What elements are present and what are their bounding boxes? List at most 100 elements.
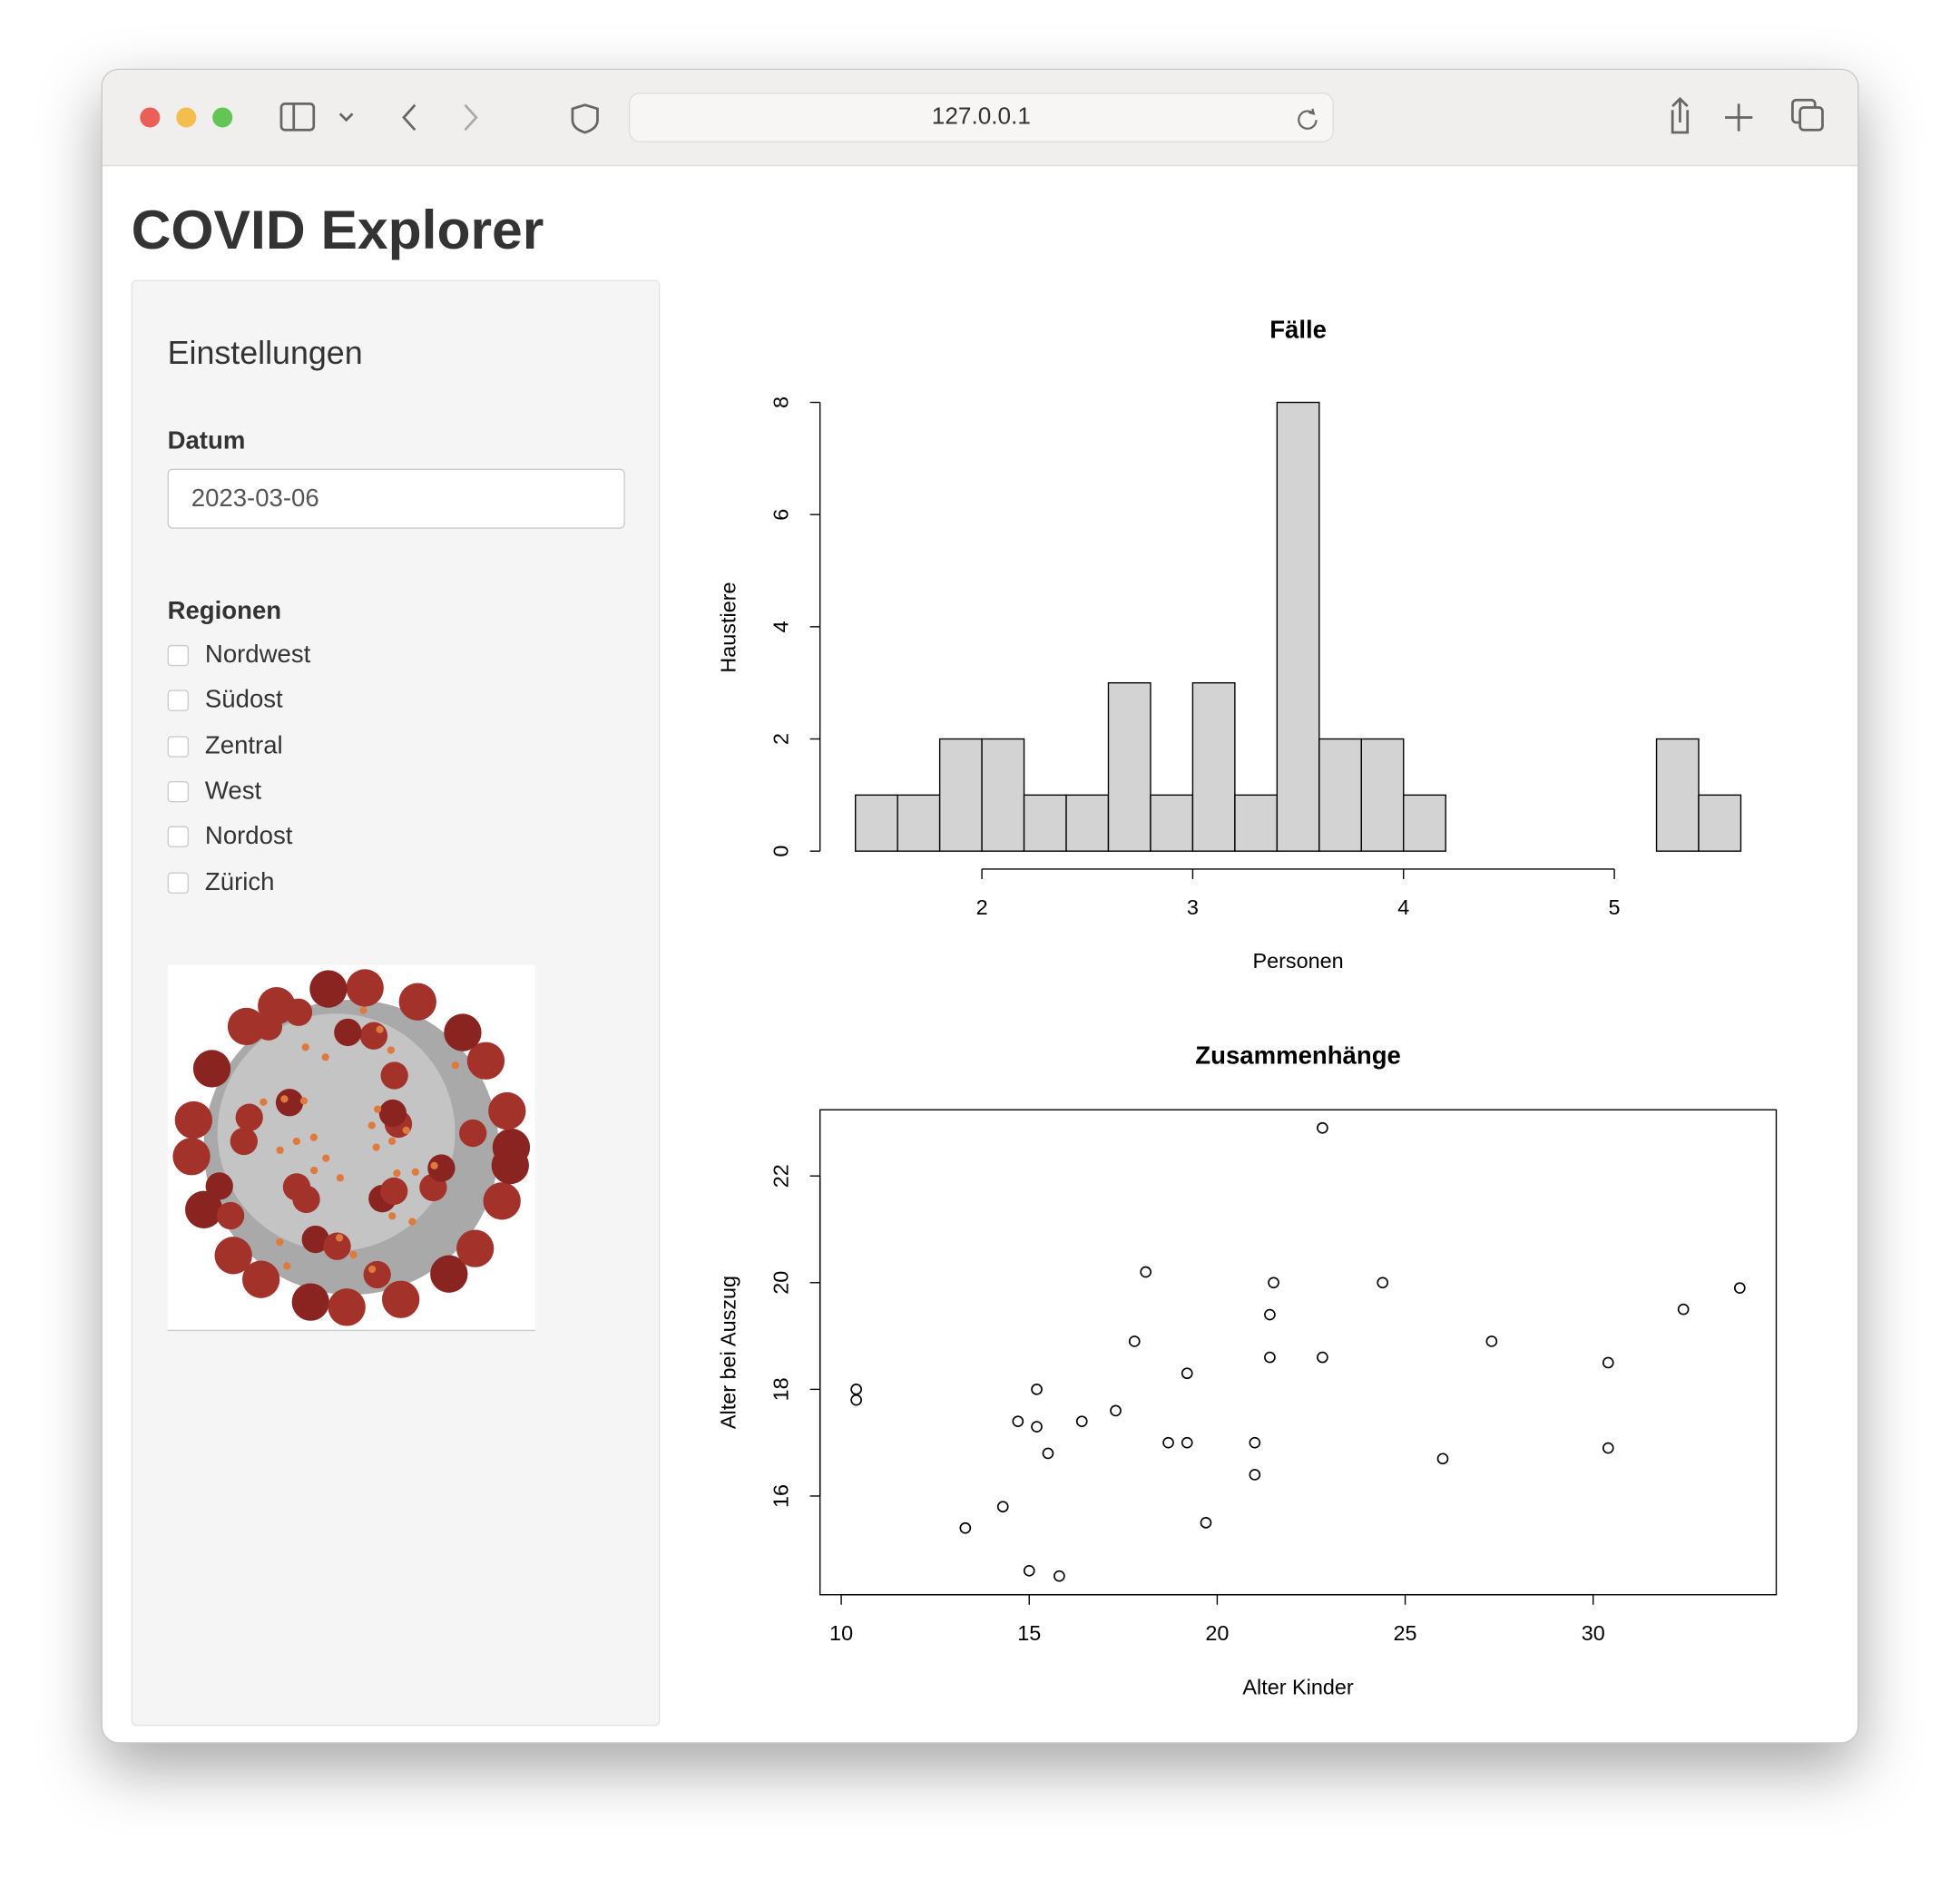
point	[850, 1394, 862, 1406]
point	[1436, 1453, 1449, 1465]
bar	[1318, 738, 1362, 852]
spike	[174, 1100, 213, 1140]
x-tick-label: 25	[1394, 1621, 1417, 1645]
dot	[310, 1166, 318, 1175]
share-button[interactable]	[1671, 96, 1690, 134]
region-checkbox[interactable]	[167, 871, 190, 894]
dot	[408, 1218, 416, 1226]
spike	[381, 1280, 420, 1318]
region-label: Nordwest	[204, 641, 311, 669]
bar	[1403, 794, 1446, 852]
dot	[283, 1262, 291, 1270]
region-option: West	[167, 777, 262, 807]
spike	[235, 1103, 263, 1131]
close-button[interactable]	[140, 107, 161, 128]
point	[1264, 1308, 1276, 1321]
bar	[981, 738, 1025, 852]
spike	[216, 1201, 245, 1230]
region-label: West	[204, 777, 262, 805]
point	[1023, 1564, 1035, 1577]
sidebar-heading: Einstellungen	[167, 333, 363, 372]
point	[1317, 1351, 1328, 1364]
dot	[280, 1095, 289, 1103]
dot	[368, 1265, 377, 1274]
spike	[230, 1127, 258, 1156]
y-tick-label: 4	[769, 621, 793, 632]
x-tick-label: 30	[1582, 1621, 1605, 1645]
region-checkbox[interactable]	[167, 826, 190, 848]
x-axis-label: Alter Kinder	[1242, 1675, 1353, 1698]
point	[1128, 1335, 1141, 1347]
bar	[1360, 738, 1405, 852]
bar	[1065, 794, 1110, 852]
spike	[380, 1061, 408, 1090]
point	[996, 1501, 1009, 1513]
dot	[322, 1154, 330, 1162]
shield-icon[interactable]	[571, 103, 599, 134]
point	[1031, 1384, 1043, 1395]
point	[1733, 1282, 1746, 1294]
region-option: Nordwest	[167, 641, 311, 670]
point	[1200, 1517, 1212, 1529]
spike	[456, 1229, 495, 1267]
x-axis-label: Personen	[1252, 949, 1343, 973]
point	[1485, 1335, 1498, 1347]
spike	[378, 1099, 407, 1128]
y-axis-label: Alter bei Auszug	[717, 1276, 740, 1429]
x-tick-label: 20	[1205, 1621, 1229, 1645]
region-label: Südost	[204, 686, 283, 714]
back-button[interactable]	[402, 103, 416, 132]
region-checkbox[interactable]	[167, 644, 190, 667]
reload-button[interactable]	[1295, 106, 1320, 132]
virus	[172, 969, 531, 1326]
date-input[interactable]: 2023-03-06	[167, 468, 625, 529]
dot	[451, 1061, 460, 1070]
y-tick-label: 8	[769, 396, 793, 408]
new-tab-button[interactable]	[1725, 103, 1753, 132]
bar	[897, 794, 941, 852]
address-bar[interactable]: 127.0.0.1	[628, 92, 1334, 143]
bar	[1191, 681, 1236, 852]
plot-box	[818, 1109, 1778, 1596]
y-tick-label: 6	[769, 509, 793, 521]
dot	[376, 1025, 384, 1033]
bar	[855, 794, 898, 852]
spike	[284, 998, 313, 1026]
x-tick-label: 3	[1187, 895, 1199, 919]
spike	[291, 1283, 329, 1321]
tabs-button-front	[1798, 106, 1824, 132]
spike	[444, 1013, 482, 1051]
region-checkbox[interactable]	[167, 690, 190, 712]
dropdown-icon[interactable]	[338, 112, 354, 122]
point	[1031, 1421, 1043, 1433]
region-option: Zürich	[167, 868, 274, 897]
region-label: Nordost	[204, 822, 293, 850]
regions-label: Regionen	[167, 597, 282, 625]
spike	[334, 1018, 362, 1047]
forward-button[interactable]	[464, 103, 478, 132]
x-tick-label: 5	[1609, 895, 1621, 919]
region-option: Zentral	[167, 732, 283, 761]
point	[1249, 1469, 1261, 1481]
region-checkbox[interactable]	[167, 780, 190, 803]
x-tick-label: 10	[829, 1621, 853, 1645]
y-tick-label: 22	[769, 1164, 793, 1188]
minimize-button[interactable]	[176, 107, 197, 128]
app-title: COVID Explorer	[131, 200, 544, 261]
toolbar: 127.0.0.1	[102, 70, 1858, 167]
spike	[323, 1232, 351, 1260]
dot	[349, 1250, 358, 1259]
bar	[938, 738, 983, 852]
dot	[387, 1046, 395, 1054]
spike	[205, 1172, 233, 1200]
virus-image	[167, 964, 535, 1332]
spike	[430, 1255, 468, 1293]
region-checkbox[interactable]	[167, 735, 190, 758]
point	[1042, 1447, 1054, 1460]
sidebar-icon[interactable]	[279, 102, 316, 132]
dot	[402, 1126, 410, 1135]
dot	[336, 1174, 345, 1182]
bar	[1150, 794, 1194, 852]
zoom-button[interactable]	[212, 107, 233, 128]
point	[1054, 1570, 1065, 1582]
